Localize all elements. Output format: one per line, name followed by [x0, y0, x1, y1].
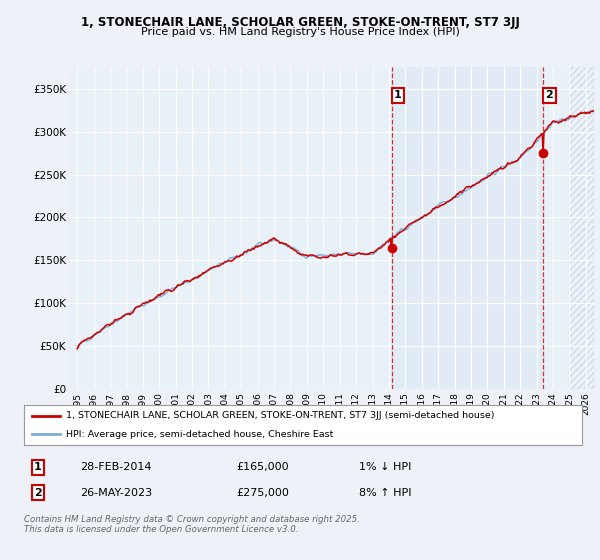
Bar: [392, 67, 543, 389]
Text: 1, STONECHAIR LANE, SCHOLAR GREEN, STOKE-ON-TRENT, ST7 3JJ: 1, STONECHAIR LANE, SCHOLAR GREEN, STOKE…: [80, 16, 520, 29]
Text: 2: 2: [545, 90, 553, 100]
Text: 2: 2: [34, 488, 42, 498]
Text: 1, STONECHAIR LANE, SCHOLAR GREEN, STOKE-ON-TRENT, ST7 3JJ (semi-detached house): 1, STONECHAIR LANE, SCHOLAR GREEN, STOKE…: [66, 411, 494, 420]
Text: 26-MAY-2023: 26-MAY-2023: [80, 488, 152, 498]
Text: £275,000: £275,000: [236, 488, 289, 498]
Text: HPI: Average price, semi-detached house, Cheshire East: HPI: Average price, semi-detached house,…: [66, 430, 333, 439]
Text: 1: 1: [34, 462, 42, 472]
Bar: [569, 67, 594, 389]
Bar: [569, 67, 594, 389]
Text: 1% ↓ HPI: 1% ↓ HPI: [359, 462, 411, 472]
Text: Contains HM Land Registry data © Crown copyright and database right 2025.
This d: Contains HM Land Registry data © Crown c…: [24, 515, 360, 534]
Text: Price paid vs. HM Land Registry's House Price Index (HPI): Price paid vs. HM Land Registry's House …: [140, 27, 460, 37]
Text: 28-FEB-2014: 28-FEB-2014: [80, 462, 151, 472]
Text: 8% ↑ HPI: 8% ↑ HPI: [359, 488, 412, 498]
Text: £165,000: £165,000: [236, 462, 289, 472]
Text: 1: 1: [394, 90, 402, 100]
